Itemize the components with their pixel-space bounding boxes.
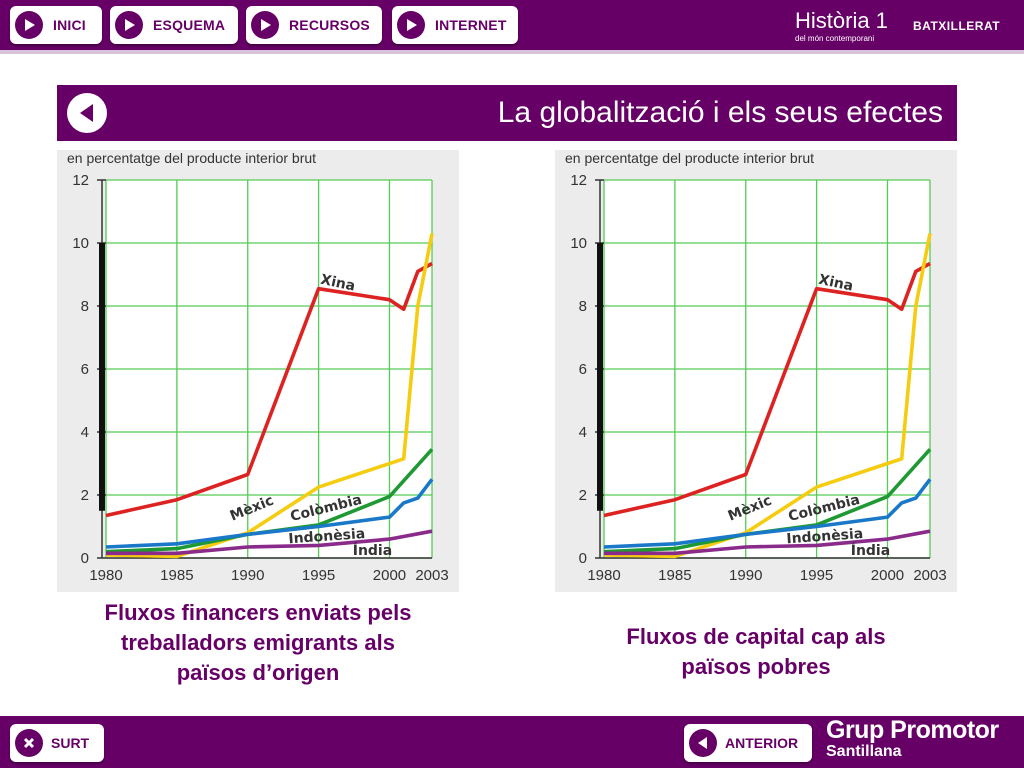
brand-subtitle: del món contemporani <box>795 34 875 43</box>
exit-button-label: SURT <box>51 735 90 751</box>
back-arrow-icon <box>689 729 717 757</box>
x-tick-label: 2000 <box>373 567 406 584</box>
caption-right-line: Fluxos de capital cap als <box>626 624 886 649</box>
caption-left-line: Fluxos financers enviats pels <box>104 600 412 625</box>
series-line <box>603 261 931 518</box>
x-tick-label: 1985 <box>160 567 193 584</box>
nav-button-esquema[interactable]: ESQUEMA <box>110 6 238 44</box>
publisher-subname: Santillana <box>826 743 902 760</box>
x-tick-label: 1980 <box>587 567 620 584</box>
play-icon <box>251 11 279 39</box>
x-tick-label: 1985 <box>658 567 691 584</box>
y-tick-label: 0 <box>579 550 587 567</box>
y-tick-label: 10 <box>570 235 587 252</box>
series-line <box>603 233 932 559</box>
previous-button-label: ANTERIOR <box>725 735 799 751</box>
play-icon <box>15 11 43 39</box>
caption-left: Fluxos financers enviats pels treballado… <box>57 598 459 688</box>
x-tick-label: 1990 <box>729 567 762 584</box>
y-tick-label: 8 <box>579 298 587 315</box>
exit-button[interactable]: SURT <box>10 724 104 762</box>
series-line <box>105 233 434 559</box>
series-label: Índia <box>851 542 890 559</box>
y-tick-label: 2 <box>81 487 89 504</box>
brand-title: Història 1 <box>795 8 888 33</box>
y-tick-label: 12 <box>570 172 587 189</box>
close-icon <box>15 729 43 757</box>
nav-button-label: INTERNET <box>435 17 507 33</box>
nav-button-label: ESQUEMA <box>153 17 226 33</box>
x-tick-label: 2000 <box>871 567 904 584</box>
brand-level: BATXILLERAT <box>913 19 1001 33</box>
brand-logo: Història 1 del món contemporani <box>795 8 888 43</box>
y-tick-label: 4 <box>579 424 587 441</box>
series-line <box>604 529 931 556</box>
publisher-name: Grup Promotor <box>826 716 999 744</box>
caption-right: Fluxos de capital cap als països pobres <box>555 622 957 682</box>
publisher-logo: Grup Promotor Santillana <box>826 716 999 761</box>
x-tick-label: 1980 <box>89 567 122 584</box>
y-tick-label: 6 <box>579 361 587 378</box>
series-line <box>603 478 932 549</box>
x-tick-label: 1995 <box>302 567 335 584</box>
chart-left-svg: 1980 1985 1990 1995 2000 2003 0 2 4 6 8 10 12 en perc… <box>67 150 449 584</box>
back-arrow-icon <box>80 104 93 122</box>
chart-right: 1980 1985 1990 1995 2000 2003 0 2 4 6 8 10 12 en perc… <box>555 150 957 592</box>
y-axis-break-bar <box>597 243 603 511</box>
nav-button-label: INICI <box>53 17 86 33</box>
x-tick-label: 1995 <box>800 567 833 584</box>
x-tick-label: 1990 <box>231 567 264 584</box>
nav-button-inici[interactable]: INICI <box>10 6 102 44</box>
series-label: Xina <box>817 272 855 295</box>
nav-button-recursos[interactable]: RECURSOS <box>246 6 382 44</box>
back-button[interactable] <box>67 93 107 133</box>
y-tick-label: 8 <box>81 298 89 315</box>
series-line <box>105 261 433 518</box>
nav-button-internet[interactable]: INTERNET <box>392 6 518 44</box>
top-bar-divider <box>0 50 1024 54</box>
y-axis-break-bar <box>99 243 105 511</box>
y-axis-label: en percentatge del producte interior bru… <box>565 150 814 166</box>
caption-right-line: països pobres <box>681 654 831 679</box>
x-tick-label: 2003 <box>415 567 448 584</box>
previous-button[interactable]: ANTERIOR <box>684 724 812 762</box>
y-tick-label: 4 <box>81 424 89 441</box>
y-tick-label: 6 <box>81 361 89 378</box>
y-tick-label: 12 <box>72 172 89 189</box>
chart-right-svg: 1980 1985 1990 1995 2000 2003 0 2 4 6 8 10 12 en perc… <box>565 150 947 584</box>
play-icon <box>397 11 425 39</box>
series-label: Xina <box>319 272 357 295</box>
nav-button-label: RECURSOS <box>289 17 370 33</box>
page-title: La globalització i els seus efectes <box>497 96 943 129</box>
series-line <box>106 529 433 556</box>
chart-left: 1980 1985 1990 1995 2000 2003 0 2 4 6 8 10 12 en perc… <box>57 150 459 592</box>
series-label: Índia <box>353 542 392 559</box>
bottom-bar <box>0 716 1024 768</box>
play-icon <box>115 11 143 39</box>
y-tick-label: 10 <box>72 235 89 252</box>
y-tick-label: 0 <box>81 550 89 567</box>
y-axis-label: en percentatge del producte interior bru… <box>67 150 316 166</box>
caption-left-line: països d’origen <box>176 660 340 685</box>
x-tick-label: 2003 <box>913 567 946 584</box>
title-bar: La globalització i els seus efectes <box>57 85 957 141</box>
series-line <box>105 478 434 549</box>
caption-left-line: treballadors emigrants als <box>121 630 395 655</box>
y-tick-label: 2 <box>579 487 587 504</box>
